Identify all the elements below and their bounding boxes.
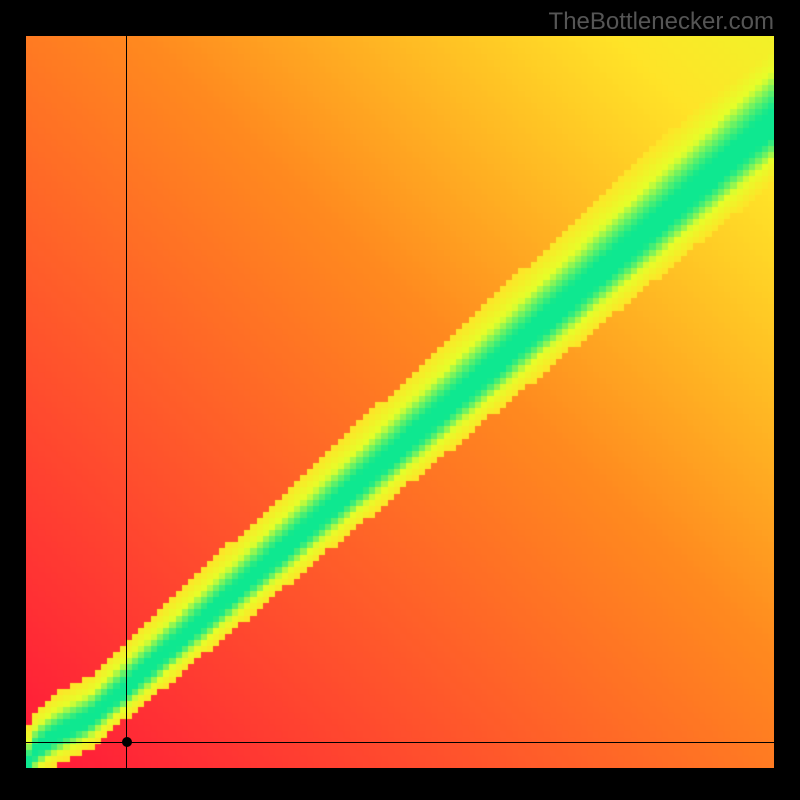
attribution-text: TheBottlenecker.com xyxy=(549,8,774,36)
crosshair-vertical xyxy=(126,36,127,768)
crosshair-marker xyxy=(122,737,132,747)
crosshair-horizontal xyxy=(26,742,774,743)
heatmap-canvas xyxy=(26,36,774,768)
chart-container: TheBottlenecker.com xyxy=(0,0,800,800)
